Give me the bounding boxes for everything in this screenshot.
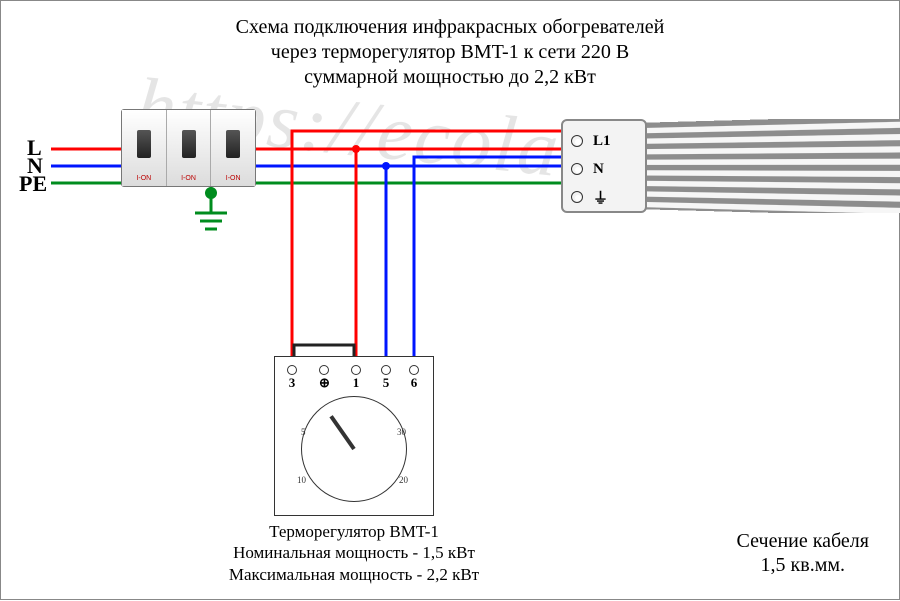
wiring-canvas [1, 1, 900, 601]
breaker-pole-1: I-ON [122, 110, 167, 186]
thermostat-caption: Терморегулятор BMT-1 Номинальная мощност… [229, 521, 479, 585]
cable-note-2: 1,5 кв.мм. [761, 554, 845, 576]
heater-terminal-plate: L1 N ⏚ [561, 119, 647, 213]
breaker-pole-2: I-ON [167, 110, 212, 186]
dial-tick-30: 30 [397, 427, 406, 437]
thermostat-dial [301, 396, 407, 502]
heater-terminal-n: N [571, 159, 641, 179]
thermo-caption-3: Максимальная мощность - 2,2 кВт [229, 565, 479, 584]
dial-tick-20: 20 [399, 475, 408, 485]
thermo-pin-5: 5 [381, 365, 391, 391]
heater-terminal-pe: ⏚ [571, 187, 641, 207]
infrared-heater: L1 N ⏚ [561, 119, 900, 213]
heater-terminal-l1: L1 [571, 131, 641, 151]
cable-cross-section-note: Сечение кабеля 1,5 кв.мм. [737, 529, 869, 577]
thermo-caption-1: Терморегулятор BMT-1 [269, 522, 439, 541]
breaker-pole-3: I-ON [211, 110, 255, 186]
breaker-body: I-ON I-ON I-ON [121, 109, 256, 187]
dial-tick-5: 5 [301, 427, 306, 437]
thermo-pin-6: 6 [409, 365, 419, 391]
thermo-caption-2: Номинальная мощность - 1,5 кВт [233, 543, 475, 562]
dial-tick-10: 10 [297, 475, 306, 485]
cable-note-1: Сечение кабеля [737, 530, 869, 552]
thermo-pin-plus: ⊕ [319, 365, 330, 391]
circuit-breaker: I-ON I-ON I-ON [121, 109, 256, 187]
thermo-pin-3: 3 [287, 365, 297, 391]
thermo-pin-1: 1 [351, 365, 361, 391]
thermostat-bmt1: 3 ⊕ 1 5 6 5 10 20 30 [274, 356, 434, 516]
